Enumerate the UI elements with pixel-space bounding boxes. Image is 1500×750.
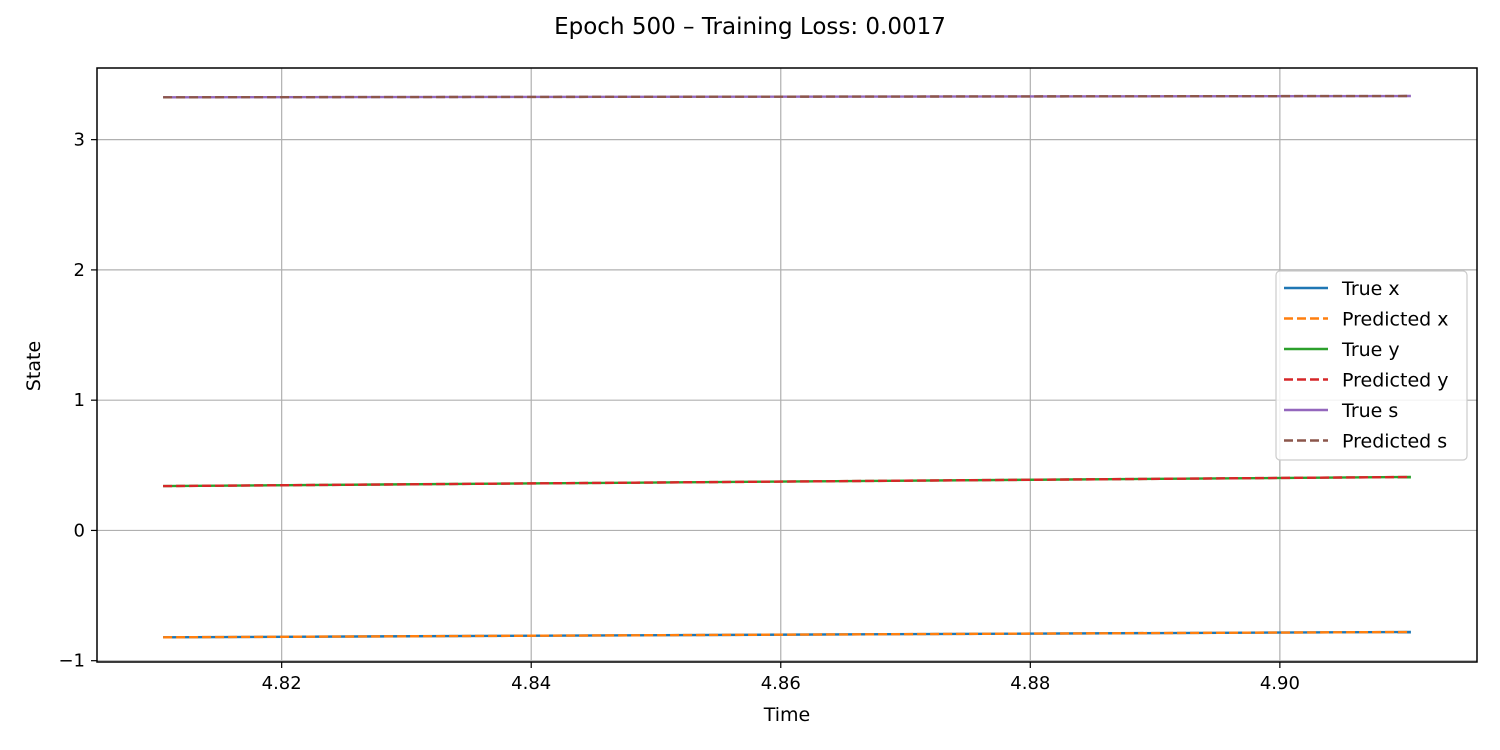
x-tick-label: 4.82 (262, 673, 302, 694)
series-lines (163, 94, 1411, 639)
x-tick-label: 4.86 (761, 673, 801, 694)
y-tick-label: 0 (74, 520, 85, 541)
legend-label: Predicted s (1342, 431, 1447, 453)
chart-title: Epoch 500 – Training Loss: 0.0017 (554, 14, 946, 40)
x-tick-label: 4.84 (511, 673, 551, 694)
y-tick-label: 1 (74, 390, 85, 411)
legend-label: True y (1341, 339, 1400, 361)
plot-frame (96, 67, 1478, 663)
legend-label: True x (1341, 278, 1400, 300)
series-line-true-s (163, 94, 1411, 99)
x-tick-label: 4.90 (1260, 673, 1300, 694)
series-line-true-x (163, 630, 1411, 639)
legend-label: Predicted y (1342, 370, 1448, 392)
y-tick-label: 2 (74, 260, 85, 281)
y-tick-label: −1 (58, 651, 85, 672)
x-axis-label: Time (763, 704, 811, 726)
legend: True x Predicted x True y Predicted y True s… (1275, 270, 1468, 461)
axis-ticks: 4.82 4.84 4.86 4.88 4.90 −1 0 1 2 3 (58, 130, 1299, 694)
legend-label: True s (1341, 400, 1398, 422)
series-line-true-y (163, 475, 1411, 488)
y-axis-label: State (23, 341, 45, 391)
x-tick-label: 4.88 (1010, 673, 1050, 694)
grid (97, 68, 1477, 662)
legend-label: Predicted x (1342, 309, 1448, 331)
y-tick-label: 3 (74, 130, 85, 151)
